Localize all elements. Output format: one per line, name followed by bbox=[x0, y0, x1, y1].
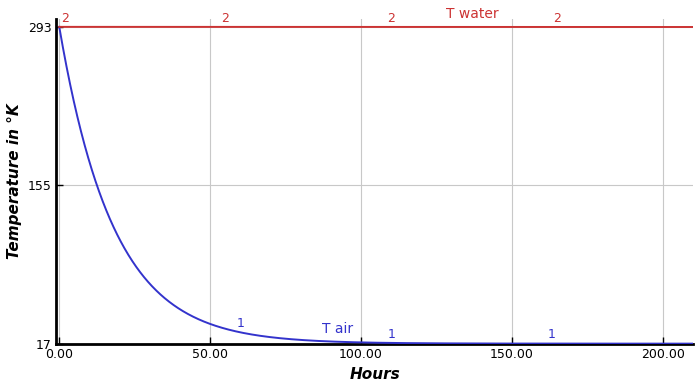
X-axis label: Hours: Hours bbox=[349, 367, 400, 382]
Text: 2: 2 bbox=[387, 12, 395, 25]
Text: 1: 1 bbox=[387, 328, 395, 341]
Text: T water: T water bbox=[446, 7, 498, 21]
Y-axis label: Temperature in °K: Temperature in °K bbox=[7, 103, 22, 259]
Text: 2: 2 bbox=[62, 12, 69, 25]
Text: 2: 2 bbox=[553, 12, 561, 25]
Text: 1: 1 bbox=[237, 317, 244, 330]
Text: 1: 1 bbox=[547, 328, 555, 341]
Text: 2: 2 bbox=[221, 12, 229, 25]
Text: T air: T air bbox=[322, 322, 353, 336]
